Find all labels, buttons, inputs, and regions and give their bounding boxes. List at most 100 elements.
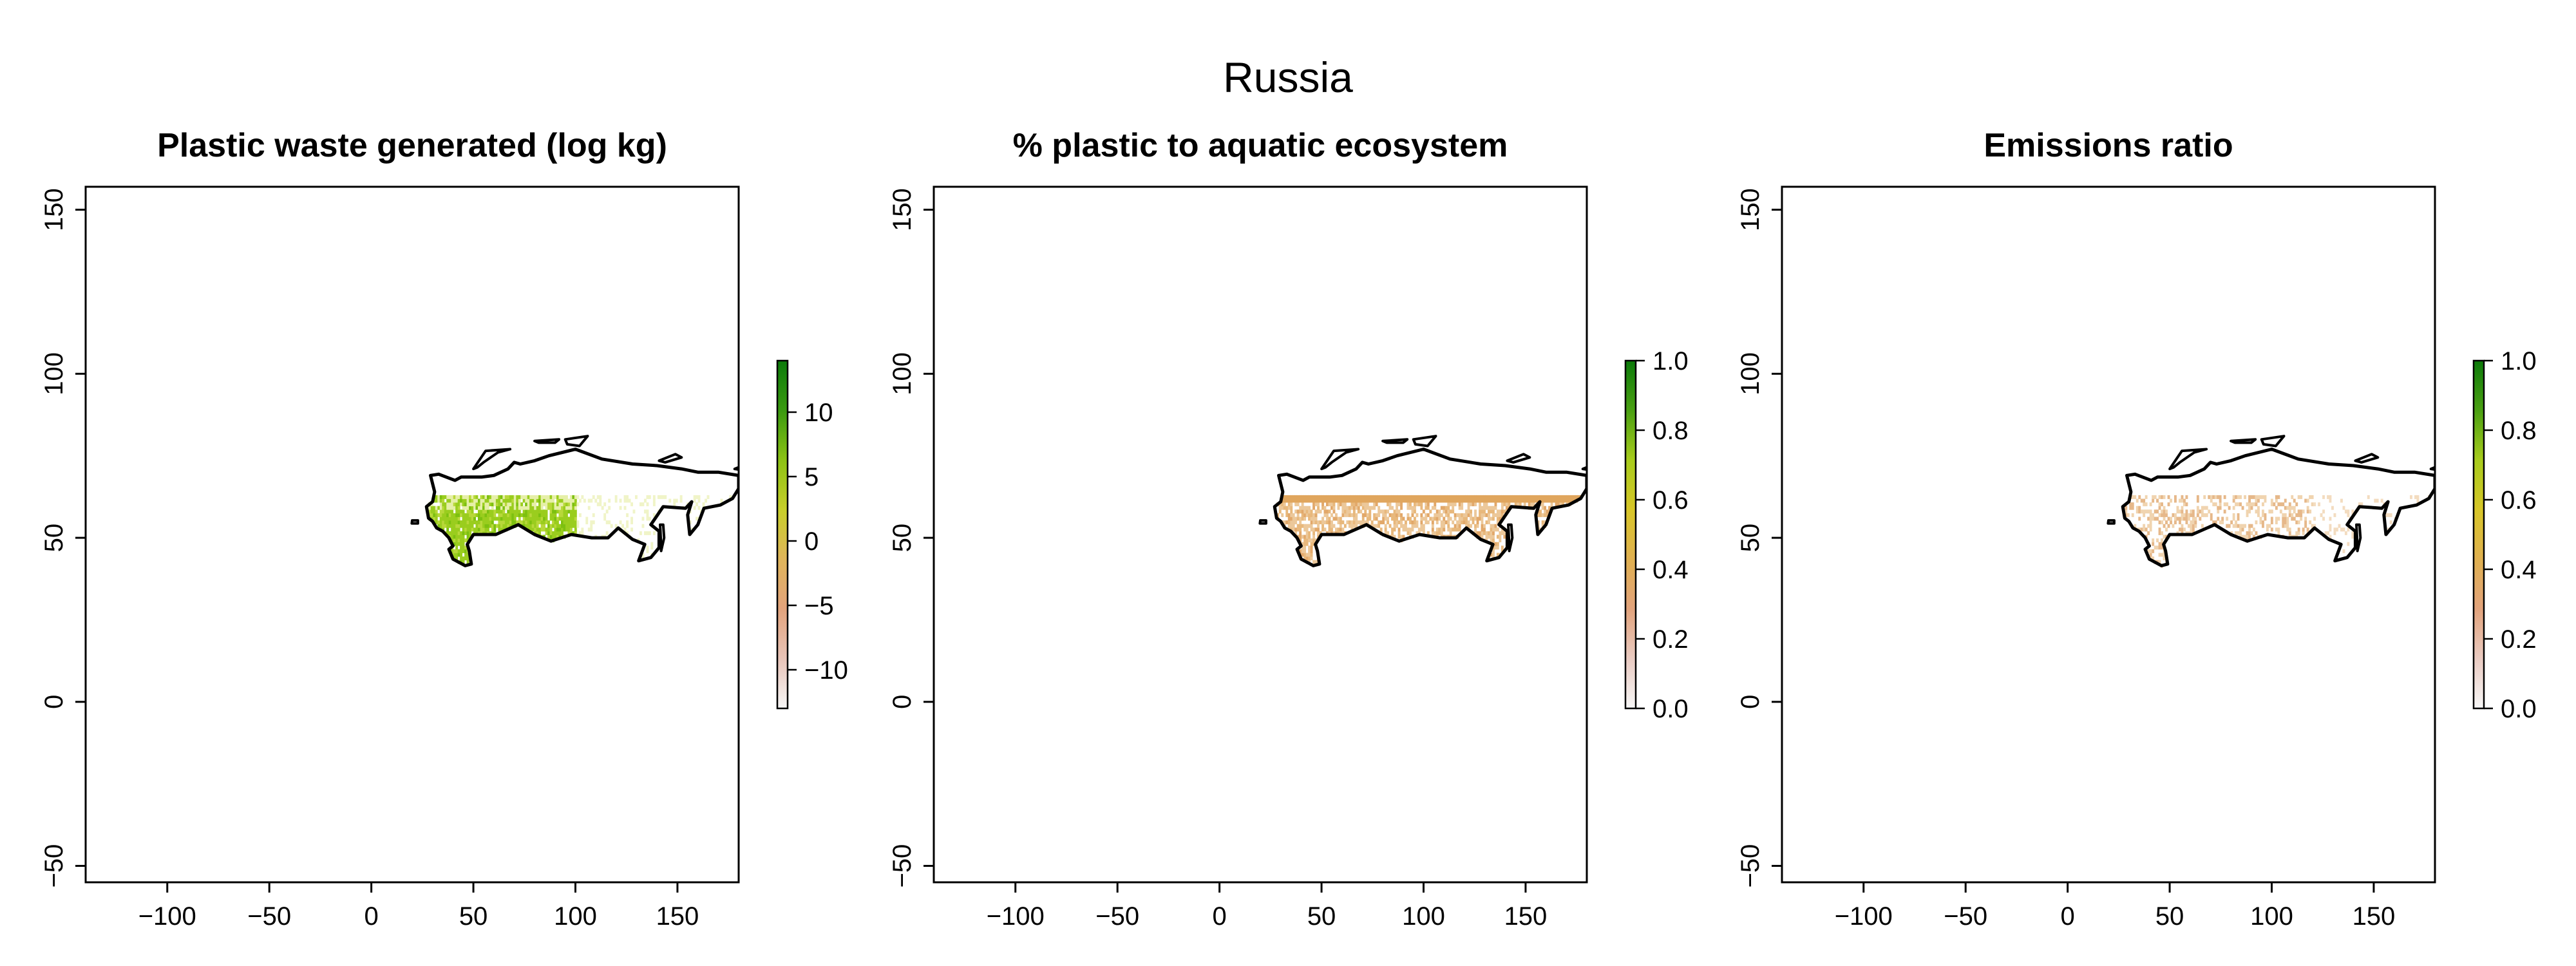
raster-cell xyxy=(1375,498,1378,503)
raster-cell xyxy=(1550,502,1553,507)
raster-cell xyxy=(549,509,553,514)
raster-cell xyxy=(2324,531,2327,535)
raster-cell xyxy=(1447,509,1450,514)
raster-cell xyxy=(2329,495,2332,499)
raster-cell xyxy=(1312,495,1315,499)
raster-cell xyxy=(1387,502,1389,507)
raster-cell xyxy=(1562,495,1564,499)
raster-cell xyxy=(1332,516,1336,521)
raster-cell xyxy=(491,498,494,503)
raster-cell xyxy=(2152,549,2155,553)
raster-cell xyxy=(1285,509,1289,514)
raster-cell xyxy=(1490,506,1493,510)
raster-cell xyxy=(1521,495,1524,499)
raster-cell xyxy=(2297,509,2300,514)
raster-cell xyxy=(1299,498,1302,503)
raster-cell xyxy=(697,498,701,503)
raster-cell xyxy=(1384,513,1387,517)
raster-cell xyxy=(471,516,474,521)
raster-cell xyxy=(1359,498,1363,503)
raster-cell xyxy=(1479,509,1481,514)
raster-cell xyxy=(518,506,521,510)
raster-cell xyxy=(500,495,503,499)
raster-cell xyxy=(554,509,557,514)
raster-cell xyxy=(1499,509,1502,514)
raster-cell xyxy=(2161,538,2163,543)
raster-cell xyxy=(1539,509,1542,514)
raster-cell xyxy=(540,495,544,499)
raster-cell xyxy=(1308,556,1311,561)
raster-cell xyxy=(545,495,548,499)
raster-cell xyxy=(1461,498,1464,503)
raster-cell xyxy=(1321,495,1324,499)
raster-cell xyxy=(1463,520,1466,525)
raster-cell xyxy=(1301,516,1304,521)
raster-cell xyxy=(630,516,633,521)
raster-cell xyxy=(1488,531,1490,535)
raster-cell xyxy=(1301,509,1304,514)
raster-cell xyxy=(2217,516,2220,521)
raster-cell xyxy=(466,513,469,517)
raster-cell xyxy=(2246,535,2249,539)
raster-cell xyxy=(1483,498,1486,503)
raster-cell xyxy=(1508,502,1511,507)
raster-cell xyxy=(1335,498,1338,503)
raster-cell xyxy=(1429,516,1432,521)
raster-cell xyxy=(1294,520,1298,525)
raster-cell xyxy=(1481,531,1484,535)
raster-cell xyxy=(1331,524,1333,528)
raster-cell xyxy=(480,513,483,517)
raster-cell xyxy=(556,520,559,525)
raster-cell xyxy=(603,516,607,521)
raster-cell xyxy=(1400,520,1403,525)
raster-cell xyxy=(525,506,528,510)
raster-cell xyxy=(2275,495,2278,499)
raster-cell xyxy=(462,524,465,528)
raster-cell xyxy=(596,495,600,499)
raster-cell xyxy=(1326,509,1329,514)
raster-cell xyxy=(525,520,528,525)
raster-cell xyxy=(1305,553,1309,557)
raster-cell xyxy=(2136,498,2139,503)
raster-cell xyxy=(1310,524,1313,528)
raster-cell xyxy=(1328,520,1331,525)
raster-cell xyxy=(2208,495,2211,499)
raster-cell xyxy=(679,498,683,503)
raster-cell xyxy=(2270,498,2273,503)
raster-cell xyxy=(574,506,577,510)
raster-aquatic-share xyxy=(1276,495,1582,564)
raster-cell xyxy=(1312,513,1315,517)
raster-cell xyxy=(552,520,554,525)
raster-cell xyxy=(1465,520,1468,525)
raster-cell xyxy=(466,556,469,561)
raster-cell xyxy=(1517,502,1520,507)
raster-cell xyxy=(567,509,571,514)
raster-cell xyxy=(2201,513,2204,517)
raster-cell xyxy=(1355,506,1358,510)
raster-cell xyxy=(516,506,519,510)
chart-emissions-ratio: −100 −50 0 50 100 150−500501001500.00.20.40.6… xyxy=(1736,185,2537,931)
raster-cell xyxy=(561,502,564,507)
raster-cell xyxy=(435,516,438,521)
raster-cell xyxy=(482,509,485,514)
raster-cell xyxy=(556,506,559,510)
raster-cell xyxy=(549,506,553,510)
raster-cell xyxy=(1577,495,1580,499)
raster-cell xyxy=(475,524,478,528)
raster-cell xyxy=(1416,502,1419,507)
raster-cell xyxy=(484,502,488,507)
raster-cell xyxy=(2295,513,2298,517)
raster-cell xyxy=(1503,502,1506,507)
raster-cell xyxy=(1341,495,1345,499)
raster-cell xyxy=(630,502,633,507)
raster-cell xyxy=(1505,502,1508,507)
raster-cell xyxy=(2333,513,2336,517)
raster-cell xyxy=(527,506,530,510)
raster-cell xyxy=(516,495,519,499)
raster-cell xyxy=(626,513,629,517)
raster-cell xyxy=(511,509,515,514)
raster-cell xyxy=(696,516,698,521)
raster-cell xyxy=(2181,495,2184,499)
raster-cell xyxy=(480,520,483,525)
raster-cell xyxy=(1426,495,1430,499)
